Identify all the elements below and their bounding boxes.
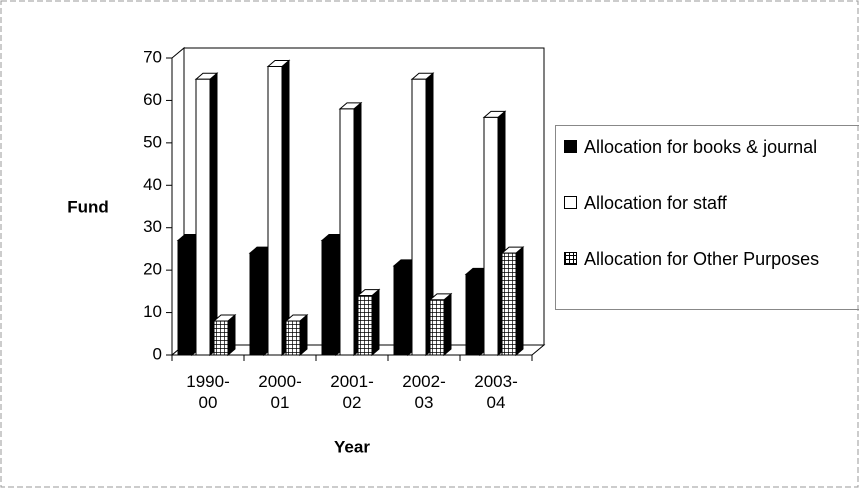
bar — [429, 299, 445, 356]
bar-side — [281, 59, 290, 357]
bar — [465, 273, 481, 356]
x-tick-label: 2002-03 — [402, 372, 446, 412]
bar-side — [209, 72, 218, 357]
legend-swatch — [564, 140, 577, 153]
y-tick-label: 50 — [143, 132, 162, 151]
legend-label: Allocation for staff — [584, 193, 727, 213]
bar — [177, 239, 193, 356]
legend-label: Allocation for Other Purposes — [584, 249, 820, 269]
legend-entry: Allocation for Other Purposes — [564, 248, 859, 270]
x-tick-label: 2003-04 — [474, 372, 518, 412]
bar — [285, 320, 301, 356]
bar-side — [371, 288, 380, 357]
legend-label: Allocation for books & journal — [584, 137, 818, 157]
y-tick-label: 60 — [143, 90, 162, 109]
legend-swatch — [564, 196, 577, 209]
bar — [501, 252, 517, 356]
legend: Allocation for books & journal Allocation… — [555, 125, 859, 310]
bar — [483, 116, 499, 356]
x-tick-label: 1990-00 — [186, 372, 230, 412]
y-tick-label: 0 — [153, 344, 162, 363]
bar — [393, 265, 409, 356]
bar — [411, 78, 427, 356]
x-axis-label: Year — [334, 437, 370, 456]
x-tick-label: 2000-01 — [258, 372, 302, 412]
bar — [321, 239, 337, 356]
bar-side — [443, 292, 452, 357]
bar — [195, 78, 211, 356]
y-tick-label: 40 — [143, 175, 162, 194]
y-tick-label: 70 — [143, 47, 162, 66]
bar — [339, 108, 355, 356]
y-tick-label: 30 — [143, 217, 162, 236]
x-tick-label: 2001-02 — [330, 372, 374, 412]
bar — [267, 65, 283, 356]
legend-entry: Allocation for staff — [564, 192, 859, 214]
legend-entry: Allocation for books & journal — [564, 136, 859, 158]
bar — [357, 295, 373, 356]
bar-side — [227, 313, 236, 357]
y-tick-label: 10 — [143, 302, 162, 321]
bar-side — [299, 313, 308, 357]
bar — [249, 252, 265, 356]
bar-side — [515, 246, 524, 357]
y-axis-label: Fund — [67, 197, 109, 216]
legend-swatch — [564, 252, 577, 265]
bar — [213, 320, 229, 356]
y-tick-label: 20 — [143, 260, 162, 279]
